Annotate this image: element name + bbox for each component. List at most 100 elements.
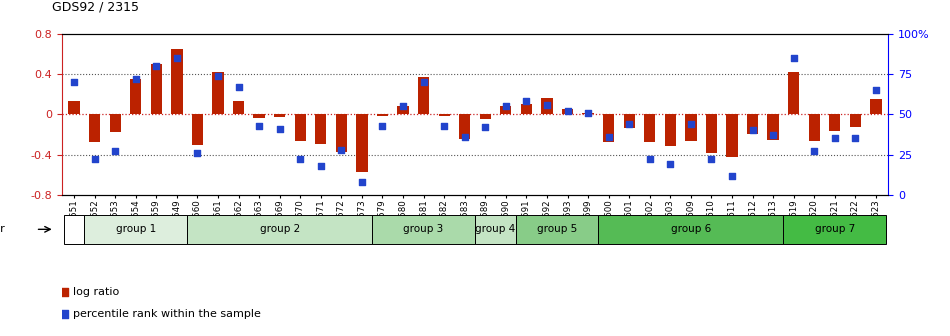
Point	[333, 147, 349, 153]
Point	[847, 136, 863, 141]
Point	[107, 149, 123, 154]
Point	[478, 124, 493, 130]
Point	[868, 87, 884, 93]
FancyBboxPatch shape	[372, 215, 475, 244]
Bar	[274, 114, 285, 117]
Bar	[561, 109, 573, 114]
Text: group 3: group 3	[404, 224, 444, 234]
Point	[498, 103, 513, 109]
Point	[766, 132, 781, 138]
Point	[725, 173, 740, 178]
Point	[66, 79, 82, 85]
Bar	[808, 114, 820, 141]
Text: group 6: group 6	[671, 224, 711, 234]
Point	[457, 134, 472, 139]
Point	[540, 102, 555, 107]
Bar	[788, 72, 799, 114]
Point	[437, 123, 452, 128]
Bar	[294, 114, 306, 141]
Point	[293, 157, 308, 162]
Point	[210, 73, 225, 78]
FancyBboxPatch shape	[516, 215, 598, 244]
Point	[807, 149, 822, 154]
Bar	[397, 106, 408, 114]
Bar	[459, 114, 470, 139]
Point	[272, 126, 287, 131]
Bar	[521, 104, 532, 114]
Text: other: other	[0, 224, 5, 234]
Bar	[706, 114, 717, 153]
Point	[314, 163, 329, 169]
Bar	[665, 114, 676, 146]
FancyBboxPatch shape	[784, 215, 886, 244]
Point	[395, 103, 410, 109]
Point	[257, 219, 273, 224]
Point	[252, 123, 267, 128]
Point	[827, 136, 843, 141]
Point	[580, 110, 596, 115]
FancyBboxPatch shape	[64, 215, 85, 244]
Bar	[233, 101, 244, 114]
Bar	[315, 114, 327, 144]
Bar	[356, 114, 368, 172]
FancyBboxPatch shape	[85, 215, 187, 244]
Bar	[582, 113, 594, 114]
Point	[621, 121, 637, 127]
Text: log ratio: log ratio	[73, 287, 119, 297]
Bar	[829, 114, 841, 131]
Point	[128, 76, 143, 81]
Bar	[68, 101, 80, 114]
Point	[87, 157, 103, 162]
Bar	[377, 114, 389, 116]
Point	[375, 123, 390, 128]
Bar	[418, 77, 429, 114]
Point	[416, 79, 431, 85]
Bar	[89, 114, 101, 142]
Point	[683, 121, 698, 127]
Bar	[870, 99, 882, 114]
Text: GDS92 / 2315: GDS92 / 2315	[52, 0, 140, 13]
Text: percentile rank within the sample: percentile rank within the sample	[73, 309, 261, 319]
FancyBboxPatch shape	[598, 215, 784, 244]
Text: group 2: group 2	[259, 224, 300, 234]
Text: group 7: group 7	[815, 224, 855, 234]
Text: group 4: group 4	[475, 224, 516, 234]
Bar	[213, 72, 223, 114]
Bar	[747, 114, 758, 134]
Bar	[335, 114, 347, 152]
Bar	[603, 114, 615, 142]
Bar	[171, 49, 182, 114]
Bar	[768, 114, 779, 140]
Point	[663, 162, 678, 167]
Point	[642, 157, 657, 162]
Point	[257, 25, 273, 30]
Point	[601, 134, 617, 139]
Bar	[849, 114, 861, 127]
Text: group 1: group 1	[116, 224, 156, 234]
Bar	[685, 114, 696, 141]
FancyBboxPatch shape	[187, 215, 372, 244]
FancyBboxPatch shape	[475, 215, 516, 244]
Point	[149, 63, 164, 69]
Point	[519, 99, 534, 104]
Bar	[130, 79, 142, 114]
Point	[745, 128, 760, 133]
Bar	[501, 106, 511, 114]
Bar	[151, 64, 162, 114]
Bar	[623, 114, 635, 128]
Bar	[192, 114, 203, 145]
Bar	[109, 114, 121, 132]
Text: group 5: group 5	[537, 224, 578, 234]
Bar	[480, 114, 491, 119]
Point	[786, 55, 801, 60]
Bar	[254, 114, 265, 118]
Point	[231, 84, 246, 89]
Point	[169, 55, 184, 60]
Point	[354, 179, 370, 185]
Bar	[644, 114, 655, 142]
Point	[704, 157, 719, 162]
Point	[560, 108, 575, 114]
Point	[190, 150, 205, 156]
Bar	[439, 114, 449, 116]
Bar	[727, 114, 737, 157]
